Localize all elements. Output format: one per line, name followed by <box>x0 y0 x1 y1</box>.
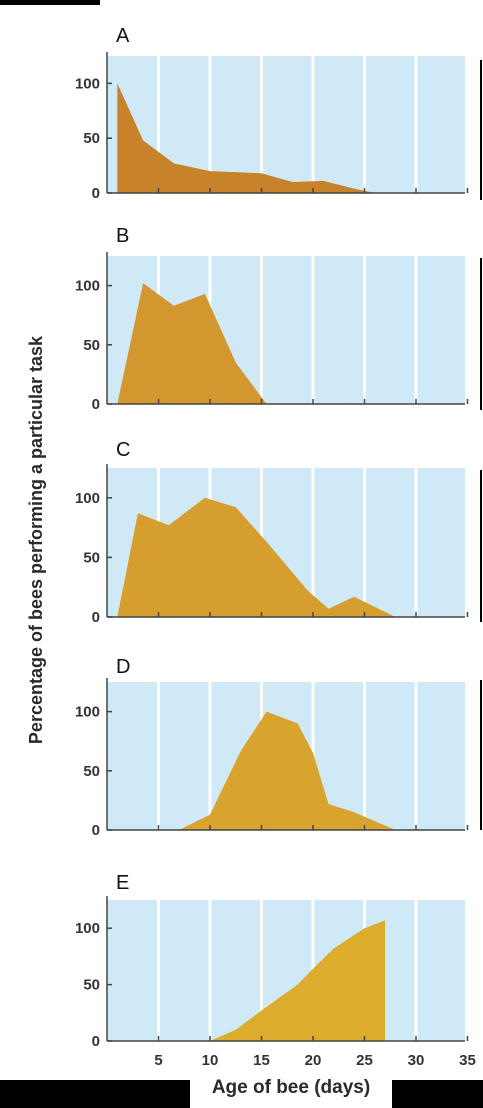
x-tick-label: 15 <box>253 1052 270 1069</box>
panel-label: A <box>116 25 130 47</box>
area-series <box>117 83 375 193</box>
y-tick-label: 50 <box>83 130 100 147</box>
y-tick-label: 0 <box>92 609 100 626</box>
right-edge-line <box>480 60 482 200</box>
x-tick-label: 5 <box>154 1052 162 1069</box>
x-tick-label: 35 <box>459 1052 476 1069</box>
panel-a: 0 50 100 A <box>75 25 469 202</box>
panel-label: D <box>116 656 130 678</box>
y-tick-label: 100 <box>75 920 100 937</box>
x-tick-label: 20 <box>305 1052 322 1069</box>
panel-c: 0 50 100 C <box>75 439 469 626</box>
top-black-bar <box>0 0 100 5</box>
x-tick-label: 10 <box>202 1052 219 1069</box>
y-tick-label: 100 <box>75 490 100 507</box>
x-tick-label: 30 <box>408 1052 425 1069</box>
y-tick-label: 100 <box>75 704 100 721</box>
right-edge-line <box>480 680 482 830</box>
y-tick-label: 50 <box>83 977 100 994</box>
y-tick-label: 0 <box>92 396 100 413</box>
x-axis-label: Age of bee (days) <box>211 1077 371 1098</box>
y-tick-label: 50 <box>83 763 100 780</box>
y-tick-label: 0 <box>92 822 100 839</box>
bottom-right-black-bar <box>392 1080 483 1108</box>
area-series <box>179 711 396 830</box>
area-series <box>117 497 468 617</box>
panel-e: 0 50 100 E <box>75 872 469 1050</box>
y-axis-label: Percentage of bees performing a particul… <box>26 335 46 745</box>
area-series <box>117 283 267 404</box>
y-tick-label: 100 <box>75 278 100 295</box>
y-tick-label: 50 <box>83 337 100 354</box>
panel-label: B <box>116 225 129 247</box>
panel-b: 0 50 100 B <box>75 225 469 413</box>
y-tick-label: 50 <box>83 549 100 566</box>
panel-label: E <box>116 872 129 894</box>
bottom-left-black-bar <box>0 1080 190 1108</box>
y-tick-label: 0 <box>92 185 100 202</box>
panel-label: C <box>116 439 130 461</box>
right-edge-line <box>480 470 482 622</box>
right-edge-line <box>480 258 482 410</box>
x-tick-label: 25 <box>356 1052 373 1069</box>
y-tick-label: 0 <box>92 1033 100 1050</box>
y-tick-label: 100 <box>75 75 100 92</box>
panel-d: 0 50 100 D <box>75 656 469 839</box>
area-series <box>210 920 386 1041</box>
